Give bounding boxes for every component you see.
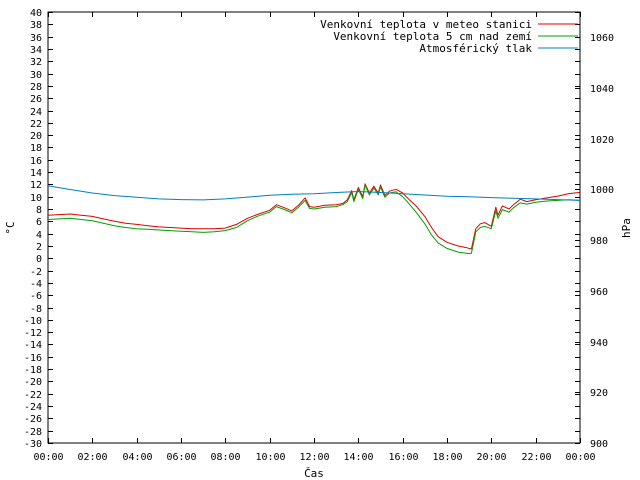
series-line-3	[47, 185, 581, 201]
y-tick-label: 26	[30, 94, 42, 105]
x-tick-label: 08:00	[210, 452, 240, 463]
y2-tick-label: 900	[590, 439, 608, 450]
y-tick-label: -20	[24, 377, 42, 388]
y-tick-label: 28	[30, 82, 42, 93]
y-tick-label: -2	[30, 267, 42, 278]
y-tick-label: 14	[30, 168, 42, 179]
y-tick-label: -4	[30, 279, 42, 290]
x-tick-label: 04:00	[122, 452, 152, 463]
y-tick-label: 12	[30, 180, 42, 191]
y-tick-label: 38	[30, 20, 42, 31]
y-tick-label: -26	[24, 414, 42, 425]
y-tick-label: -14	[24, 340, 42, 351]
y-tick-label: -18	[24, 365, 42, 376]
x-tick-label: 06:00	[166, 452, 196, 463]
x-tick-label: 12:00	[299, 452, 329, 463]
series-line-2	[47, 184, 581, 254]
y-tick-label: -6	[30, 291, 42, 302]
x-tick-label: 16:00	[388, 452, 418, 463]
x-tick-label: 00:00	[33, 452, 63, 463]
y2-tick-label: 940	[590, 338, 608, 349]
y-tick-label: 10	[30, 193, 42, 204]
y-tick-label: -16	[24, 353, 42, 364]
y-tick-label: -30	[24, 439, 42, 450]
y-tick-label: 16	[30, 156, 42, 167]
x-tick-label: 14:00	[343, 452, 373, 463]
legend-label-3: Atmosférický tlak	[419, 42, 532, 55]
y-tick-label: 34	[30, 45, 42, 56]
y2-tick-label: 980	[590, 236, 608, 247]
y-tick-label: 18	[30, 143, 42, 154]
y2-tick-label: 1060	[590, 33, 614, 44]
y-tick-label: 8	[36, 205, 42, 216]
y2-tick-label: 920	[590, 388, 608, 399]
y-tick-label: -28	[24, 427, 42, 438]
y-tick-label: -8	[30, 304, 42, 315]
y-tick-label: 4	[36, 230, 42, 241]
x-axis-title: Čas	[304, 467, 324, 480]
y2-axis-title: hPa	[620, 218, 633, 238]
y-axis-title: °C	[4, 221, 17, 234]
x-tick-label: 00:00	[565, 452, 595, 463]
x-tick-label: 22:00	[521, 452, 551, 463]
y2-tick-label: 1020	[590, 135, 614, 146]
y2-tick-label: 960	[590, 287, 608, 298]
y-tick-label: 2	[36, 242, 42, 253]
y-tick-label: -24	[24, 402, 42, 413]
x-tick-label: 10:00	[255, 452, 285, 463]
y-tick-label: 6	[36, 217, 42, 228]
y-tick-label: 32	[30, 57, 42, 68]
y-tick-label: -12	[24, 328, 42, 339]
y-tick-label: 36	[30, 33, 42, 44]
y2-tick-label: 1000	[590, 185, 614, 196]
y-tick-label: 30	[30, 70, 42, 81]
y-tick-label: -10	[24, 316, 42, 327]
legend-label-2: Venkovní teplota 5 cm nad zemí	[333, 30, 532, 43]
y-tick-label: 0	[36, 254, 42, 265]
x-tick-label: 02:00	[77, 452, 107, 463]
y-tick-label: 22	[30, 119, 42, 130]
y-tick-label: 20	[30, 131, 42, 142]
y-tick-label: 40	[30, 8, 42, 19]
x-tick-label: 18:00	[432, 452, 462, 463]
x-tick-label: 20:00	[476, 452, 506, 463]
y2-tick-label: 1040	[590, 84, 614, 95]
y-tick-label: 24	[30, 107, 42, 118]
legend-label-1: Venkovní teplota v meteo stanici	[320, 18, 532, 31]
y-tick-label: -22	[24, 390, 42, 401]
